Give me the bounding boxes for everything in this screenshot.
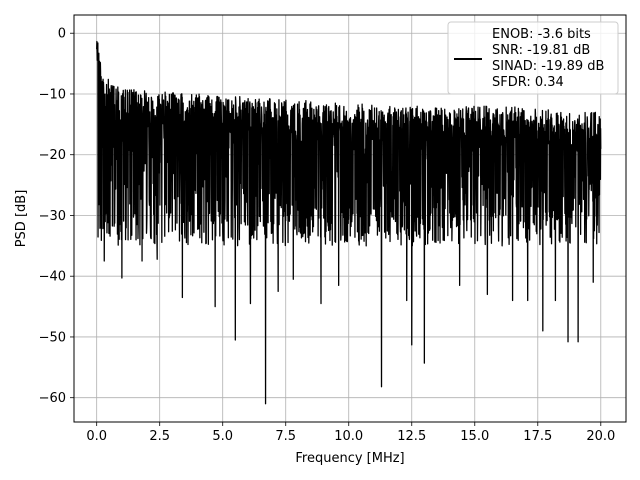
y-tick-label: −50 [39,330,66,345]
series-layer [96,40,602,405]
x-tick-label: 7.5 [275,429,296,444]
x-axis-label: Frequency [MHz] [295,451,404,466]
y-tick-label: 0 [58,27,66,42]
legend-entry-line: ENOB: -3.6 bits [492,27,591,42]
y-tick-label: −40 [39,270,66,285]
legend-entry-line: SFDR: 0.34 [492,75,564,90]
legend-entry-line: SNR: -19.81 dB [492,43,590,58]
x-tick-label: 5.0 [212,429,233,444]
legend-entry-line: SINAD: -19.89 dB [492,59,604,74]
y-tick-label: −20 [39,148,66,163]
y-ticks: 0 −10 −20 −30 −40 −50 −60 [39,27,74,406]
y-axis-label: PSD [dB] [14,190,29,248]
x-tick-label: 0.0 [86,429,107,444]
x-tick-label: 15.0 [460,429,489,444]
x-tick-label: 12.5 [397,429,426,444]
y-tick-label: −10 [39,87,66,102]
psd-series-line [96,40,602,405]
x-tick-label: 10.0 [334,429,363,444]
x-tick-label: 20.0 [586,429,615,444]
y-tick-label: −60 [39,391,66,406]
x-tick-label: 2.5 [149,429,170,444]
x-tick-label: 17.5 [523,429,552,444]
legend-box [447,21,619,95]
x-ticks: 0.0 2.5 5.0 7.5 10.0 12.5 15.0 17.5 20.0 [86,422,615,444]
plot-frame [73,14,627,423]
y-tick-label: −30 [39,209,66,224]
